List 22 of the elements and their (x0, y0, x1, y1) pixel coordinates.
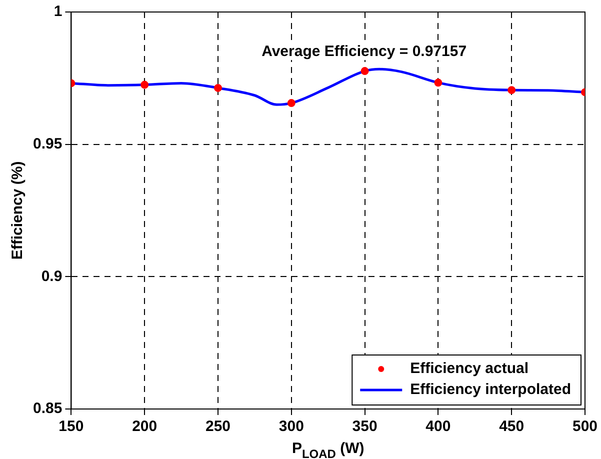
point (508, 86, 516, 94)
x-tick-label: 450 (499, 418, 524, 436)
point (287, 99, 296, 108)
legend-label: Efficiency interpolated (410, 381, 572, 398)
y-tick-label: 0.85 (32, 400, 62, 418)
point (360, 67, 369, 76)
x-tick-label: 150 (58, 418, 84, 436)
point (434, 78, 442, 87)
x-tick-label: 400 (426, 418, 451, 436)
y-tick-label: 0.9 (41, 268, 62, 285)
y-tick-label: 1 (54, 3, 62, 20)
annotation: Average Efficiency = 0.97157 (262, 43, 467, 60)
x-tick-label: 200 (132, 418, 158, 436)
x-tick-label: 300 (278, 418, 304, 436)
x-tick-label: 250 (205, 418, 231, 436)
y-tick-label: 0.95 (32, 135, 62, 152)
point (214, 84, 222, 92)
point (140, 80, 149, 89)
x-tick-label: 350 (352, 418, 378, 436)
legend-label: Efficiency actual (410, 360, 529, 378)
y-axis-title: Efficiency (%) (9, 161, 26, 260)
x-tick-label: 500 (572, 418, 598, 436)
